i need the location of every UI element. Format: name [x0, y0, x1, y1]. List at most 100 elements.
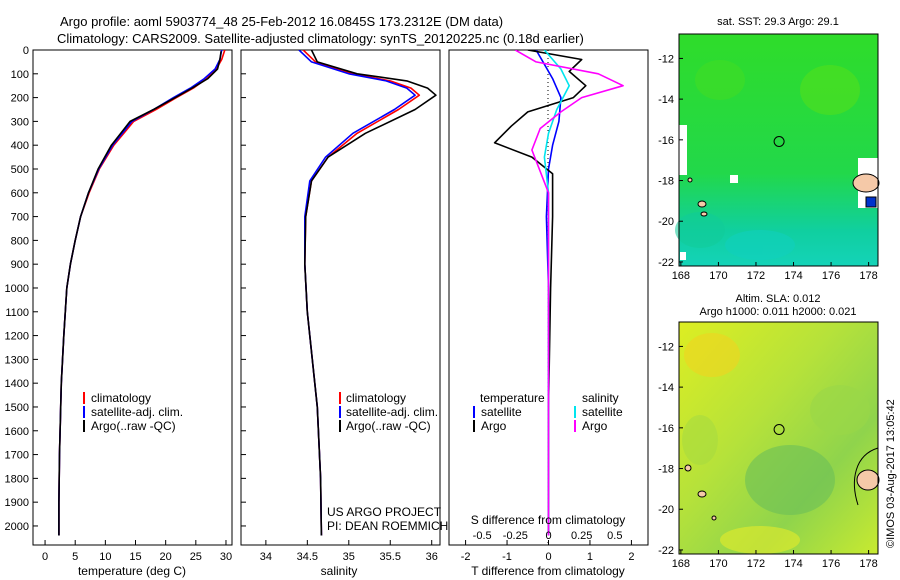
s-diff-tick-label: 0 [545, 530, 551, 542]
y-tick-label: 1300 [5, 354, 29, 366]
sla-patch [810, 385, 870, 435]
sst-patch [725, 230, 795, 260]
legend-label-satellite: satellite-adj. clim. [91, 405, 183, 419]
x-tick-label: 0 [545, 551, 551, 563]
temperature-axes-frame [32, 49, 233, 546]
sla-map-frame [678, 321, 879, 555]
difference-legend: temperature salinity satellite Argo sate… [473, 391, 623, 433]
x-tick-label: 0 [42, 551, 48, 563]
y-tick-label: 700 [11, 212, 29, 224]
y-tick-label: 1100 [5, 307, 29, 319]
map-y-tick-label: -22 [658, 545, 674, 557]
salinity-panel: 34 34.5 35 35.5 36 salinity climatology sate… [240, 49, 448, 578]
y-tick-label: 500 [11, 164, 29, 176]
y-tick-label: 300 [11, 116, 29, 128]
sla-patch [745, 445, 835, 515]
land-shape [711, 515, 717, 521]
y-tick-label: 1200 [5, 331, 29, 343]
land-shape [684, 464, 692, 472]
sla-map-blobs [682, 333, 870, 554]
sst-map-panel: sat. SST: 29.3 Argo: 29.1 168 170 172 174 17… [658, 16, 880, 282]
salinity-y-ticks [241, 49, 246, 527]
x-tick-label: 35.5 [380, 551, 401, 563]
x-tick-label: 34 [260, 551, 272, 563]
map-x-tick-label: 174 [784, 270, 802, 282]
pi-text: PI: DEAN ROEMMICH [327, 519, 448, 533]
salinity-diff-ticks: -0.5 -0.25 0 0.25 0.5 [473, 530, 623, 542]
y-tick-label: 0 [23, 45, 29, 57]
x-tick-label: 2 [628, 551, 634, 563]
y-tick-label: 1500 [5, 402, 29, 414]
map-y-tick-label: -14 [658, 382, 674, 394]
sst-map-frame [678, 33, 879, 267]
y-tick-label: 2000 [5, 521, 29, 533]
y-tick-label: 900 [11, 259, 29, 271]
s-diff-tick-label: -0.25 [503, 530, 528, 542]
y-tick-label: 1000 [5, 283, 29, 295]
land-shape [697, 490, 707, 498]
map-y-tick-label: -12 [658, 341, 674, 353]
series-line-satellite-adj-clim [298, 50, 416, 536]
salinity-xlabel: salinity [321, 564, 358, 578]
sla-map-panel: Altim. SLA: 0.012 Argo h1000: 0.011 h200… [658, 293, 880, 570]
x-tick-label: 5 [72, 551, 78, 563]
sst-gap [680, 252, 686, 260]
sst-profile-location-marker [773, 136, 785, 147]
map-y-tick-label: -14 [658, 94, 674, 106]
series-line-argo-raw-qc [303, 50, 437, 536]
sst-map-blobs [675, 60, 860, 260]
temperature-legend: climatology satellite-adj. clim. Argo(..… [83, 391, 183, 433]
x-tick-label: 30 [220, 551, 232, 563]
y-tick-label: 1700 [5, 450, 29, 462]
series-line-climatology [58, 50, 226, 536]
y-tick-label: 1400 [5, 378, 29, 390]
s-diff-tick-label: 0.25 [571, 530, 592, 542]
map-y-tick-label: -16 [658, 135, 674, 147]
temperature-panel: 0100200300400500600700800900100011001200… [5, 45, 233, 578]
y-tick-label: 400 [11, 140, 29, 152]
y-tick-label: 1600 [5, 426, 29, 438]
sla-patch [720, 526, 800, 554]
difference-lines [493, 50, 624, 536]
sla-map-title: Altim. SLA: 0.012 [736, 293, 821, 305]
map-x-tick-label: 174 [784, 558, 802, 570]
x-tick-label: 20 [160, 551, 172, 563]
sst-map-title: sat. SST: 29.3 Argo: 29.1 [717, 16, 839, 28]
y-tick-label: 600 [11, 188, 29, 200]
legend-label-climatology: climatology [346, 391, 406, 405]
sst-patch [800, 65, 860, 115]
legend-label-climatology: climatology [91, 391, 151, 405]
title-line2: Climatology: CARS2009. Satellite-adjuste… [57, 31, 584, 46]
sla-map-ticks: 168 170 172 174 176 178 -12 -14 -16 -18 -20 -22 [658, 341, 878, 570]
legend-title-salinity: salinity [582, 391, 619, 405]
x-tick-label: 25 [190, 551, 202, 563]
series-line-satellite-adj-clim [58, 50, 223, 536]
legend-title-temperature: temperature [480, 391, 545, 405]
map-x-tick-label: 178 [859, 270, 877, 282]
temperature-y-ticks: 0 100 200 300 400 500 600 700 800 900 1000 1100 1200… [5, 45, 38, 533]
legend-label-t-argo: Argo [481, 419, 507, 433]
temperature-xlabel: temperature (deg C) [78, 564, 186, 578]
x-tick-label: 34.5 [297, 551, 318, 563]
sst-gap [730, 175, 738, 183]
legend-label-t-satellite: satellite [481, 405, 522, 419]
land-shape [687, 177, 693, 183]
x-tick-label: -1 [502, 551, 512, 563]
map-x-tick-label: 178 [859, 558, 877, 570]
legend-label-s-satellite: satellite [582, 405, 623, 419]
sla-profile-location-marker [773, 424, 785, 435]
sla-patch [684, 333, 740, 377]
land-shape [700, 211, 708, 217]
legend-label-argo: Argo(..raw -QC) [91, 419, 176, 433]
s-diff-xlabel: S difference from climatology [471, 513, 626, 527]
map-x-tick-label: 176 [822, 558, 840, 570]
land-shape [856, 469, 880, 491]
map-x-tick-label: 170 [709, 558, 727, 570]
x-tick-label: 10 [99, 551, 111, 563]
map-x-tick-label: 170 [709, 270, 727, 282]
sla-map-subtitle: Argo h1000: 0.011 h2000: 0.021 [700, 306, 857, 318]
t-diff-xlabel: T difference from climatology [471, 564, 625, 578]
credit-text: US ARGO PROJECT [327, 505, 442, 519]
temperature-lines [58, 50, 226, 536]
